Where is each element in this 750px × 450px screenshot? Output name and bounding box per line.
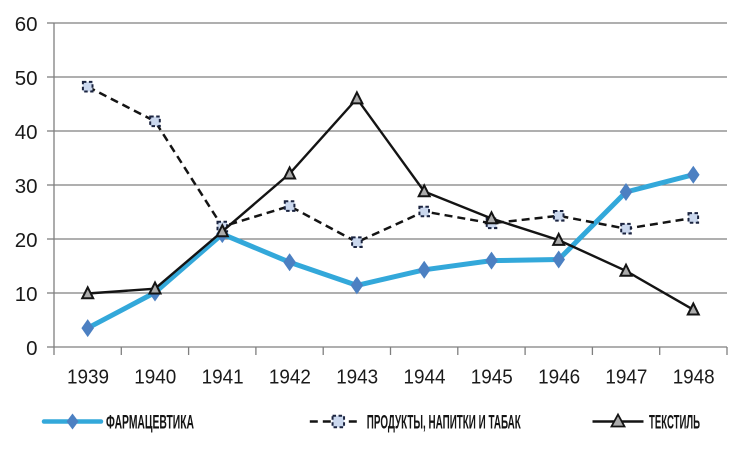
svg-text:50: 50: [15, 67, 38, 90]
svg-text:1948: 1948: [673, 366, 715, 389]
svg-text:ПРОДУКТЫ, НАПИТКИ И ТАБАК: ПРОДУКТЫ, НАПИТКИ И ТАБАК: [367, 412, 521, 434]
svg-text:1942: 1942: [269, 366, 311, 389]
svg-text:0: 0: [26, 337, 37, 360]
svg-text:1947: 1947: [605, 366, 647, 389]
svg-text:1946: 1946: [538, 366, 580, 389]
svg-text:1940: 1940: [134, 366, 176, 389]
svg-text:1941: 1941: [202, 366, 244, 389]
svg-text:40: 40: [15, 121, 38, 144]
svg-text:30: 30: [15, 175, 38, 198]
svg-text:60: 60: [15, 13, 38, 36]
svg-text:1944: 1944: [404, 366, 446, 389]
svg-text:1943: 1943: [336, 366, 378, 389]
svg-text:1945: 1945: [471, 366, 513, 389]
svg-text:ФАРМАЦЕВТИКА: ФАРМАЦЕВТИКА: [106, 412, 194, 434]
svg-text:10: 10: [15, 283, 38, 306]
svg-text:20: 20: [15, 229, 38, 252]
svg-text:1939: 1939: [67, 366, 109, 389]
svg-text:ТЕКСТИЛЬ: ТЕКСТИЛЬ: [649, 412, 700, 434]
